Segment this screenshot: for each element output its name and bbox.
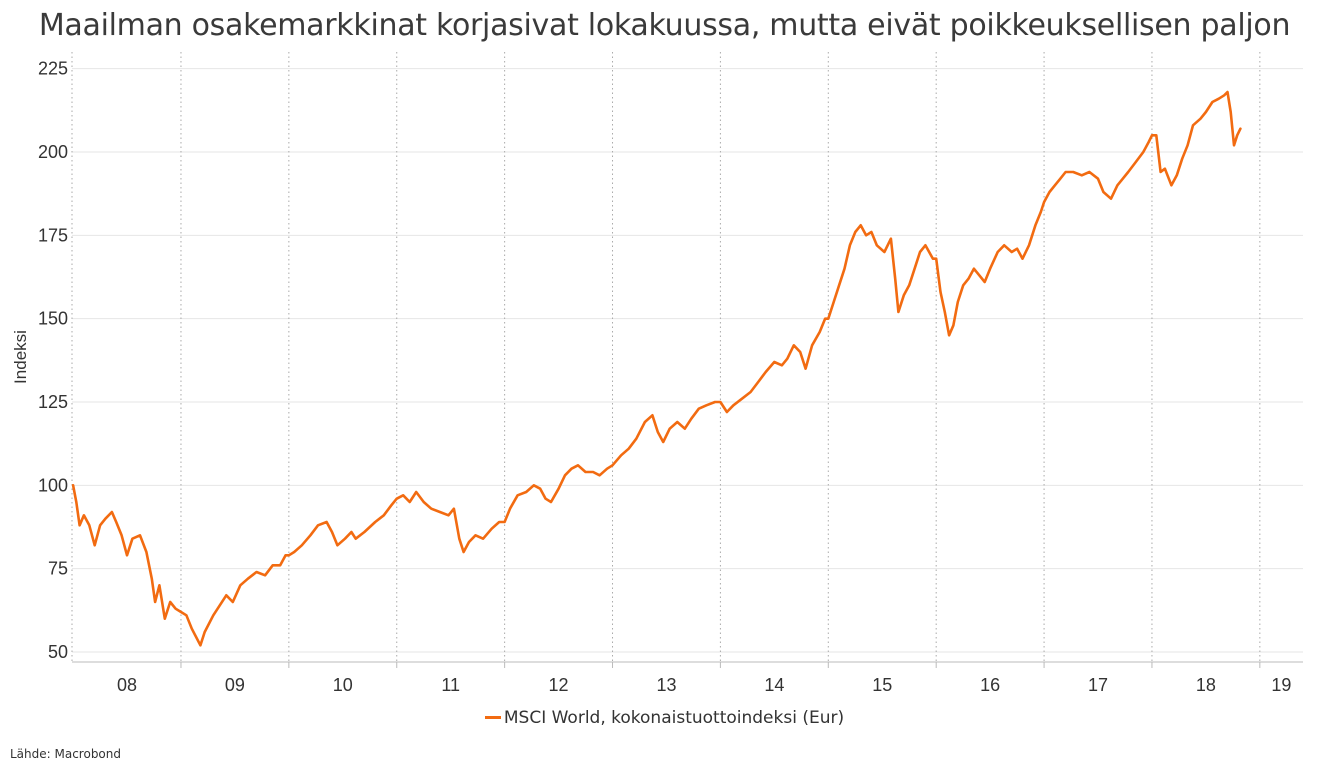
- x-tick-label: 15: [872, 675, 892, 695]
- y-tick-label: 225: [38, 59, 68, 79]
- x-tick-label: 11: [441, 675, 460, 695]
- grid-layer: [71, 52, 1303, 662]
- x-tick-label: 14: [764, 675, 784, 695]
- source-note: Lähde: Macrobond: [10, 747, 121, 761]
- y-tick-label: 75: [48, 559, 68, 579]
- series-layer: [71, 90, 1242, 647]
- series-line: [71, 90, 1242, 647]
- y-tick-label: 200: [38, 142, 68, 162]
- y-tick-label: 175: [38, 225, 68, 245]
- x-tick-label: 08: [117, 675, 137, 695]
- x-tick-label: 16: [980, 675, 1000, 695]
- x-tick-label: 10: [333, 675, 353, 695]
- chart-title: Maailman osakemarkkinat korjasivat lokak…: [38, 8, 1291, 43]
- x-tick-label: 18: [1196, 675, 1216, 695]
- x-tick-label: 17: [1088, 675, 1108, 695]
- axis-layer: 50 75 100 125 150 175 200 225 08 09 10 11 12 13 14 15 16…: [38, 59, 1303, 695]
- y-tick-label: 50: [48, 642, 68, 662]
- y-tick-label: 150: [38, 309, 68, 329]
- x-tick-label: 19: [1271, 675, 1291, 695]
- legend-label: MSCI World, kokonaistuottoindeksi (Eur): [503, 708, 845, 728]
- y-tick-label: 100: [38, 475, 68, 495]
- y-axis-label: Indeksi: [11, 330, 30, 384]
- x-tick-label: 12: [549, 675, 569, 695]
- y-tick-label: 125: [38, 392, 68, 412]
- x-tick-label: 09: [225, 675, 245, 695]
- legend: MSCI World, kokonaistuottoindeksi (Eur): [0, 708, 1329, 728]
- x-tick-label: 13: [656, 675, 676, 695]
- legend-swatch: [484, 715, 501, 719]
